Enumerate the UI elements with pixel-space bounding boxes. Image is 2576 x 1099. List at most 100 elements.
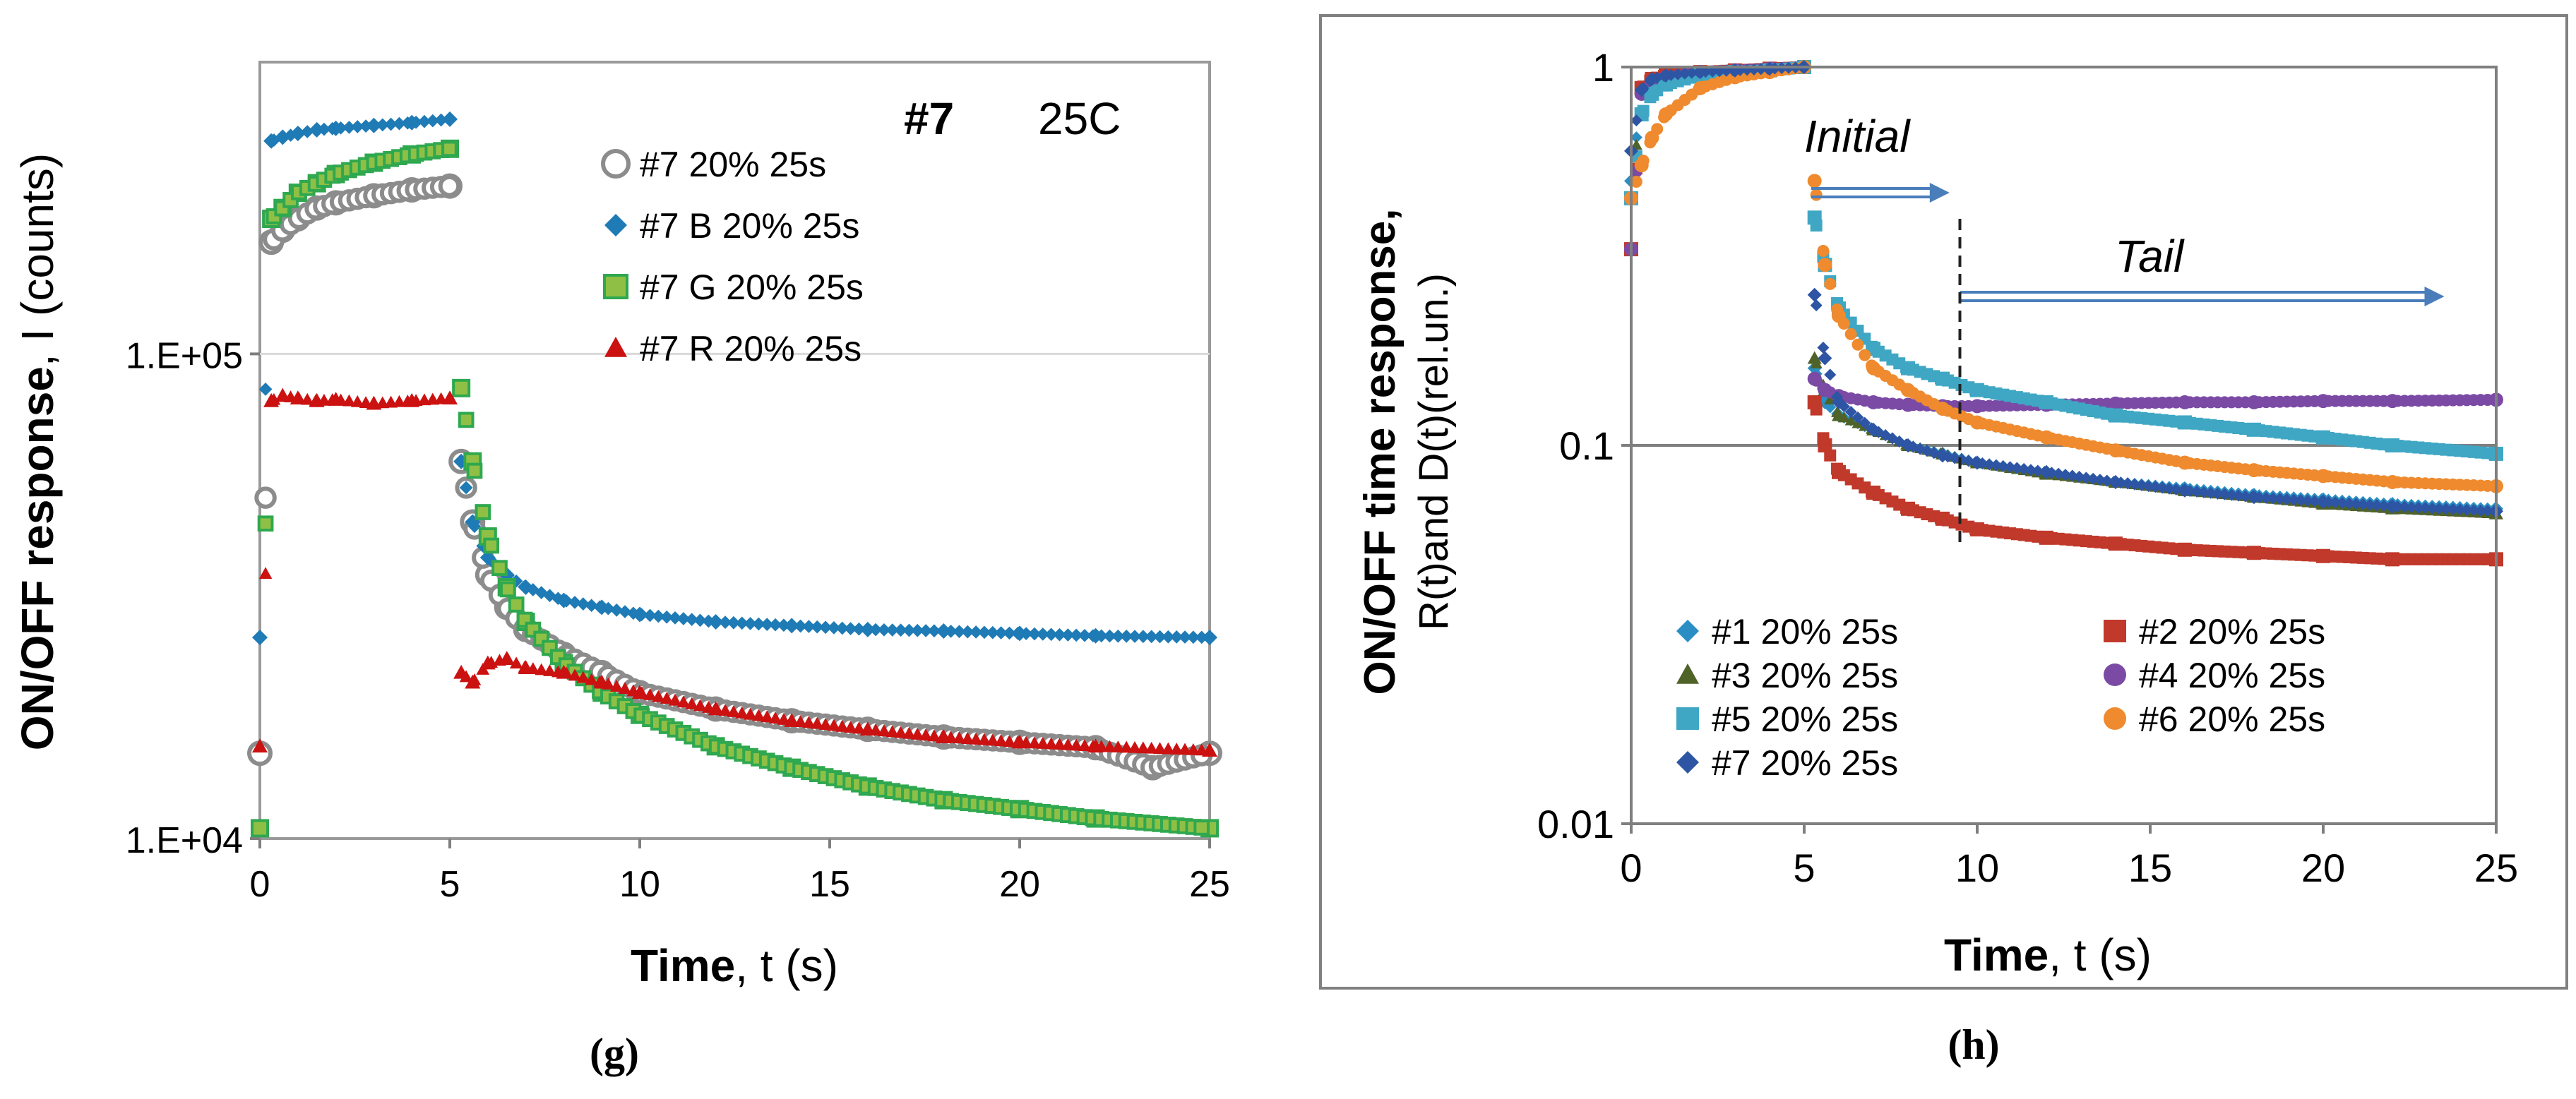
panel-h-outer-frame <box>1319 14 2568 990</box>
panel-h-caption: (h) <box>1948 1021 1999 1068</box>
panel-h-y-axis-label-line1: ON/OFF time response, <box>1356 208 1405 695</box>
point-7-fill-108 <box>2385 500 2397 512</box>
point-7-fill-11 <box>1706 65 1719 78</box>
point-2-fill-84 <box>969 625 983 639</box>
point-2-fill-86 <box>986 625 1000 639</box>
point-7-fill-87 <box>2239 490 2252 503</box>
point-2-fill-17 <box>400 116 415 130</box>
point-2-fill-38 <box>585 599 599 613</box>
point-7-fill-121 <box>2474 504 2487 517</box>
point-7-fill-95 <box>2294 494 2307 507</box>
point-2-fill-12 <box>359 119 373 133</box>
point-7-fill-9 <box>1693 66 1705 78</box>
panel-g-y-axis-label-bold: ON/OFF response <box>12 366 63 750</box>
point-2-fill-54 <box>718 615 732 629</box>
point-4-fill-85 <box>977 733 991 745</box>
point-2-fill-68 <box>835 621 849 635</box>
point-7-fill-103 <box>2350 498 2363 510</box>
point-2-fill-81 <box>944 625 958 638</box>
point-3-0 <box>251 819 269 838</box>
panel-h-label-tail: Tail <box>2115 231 2185 282</box>
point-4-fill-101 <box>1111 740 1125 752</box>
point-6-fill-0 <box>1630 176 1642 188</box>
point-7-fill-0 <box>1630 114 1642 127</box>
point-2-fill-91 <box>1027 627 1042 641</box>
point-2-fill-9 <box>334 121 347 135</box>
point-2-fill-35 <box>559 594 573 608</box>
point-2-fill-5 <box>300 125 314 138</box>
point-1-fill-0 <box>254 486 277 509</box>
point-7-fill-77 <box>2170 483 2183 496</box>
point-6-fill-27 <box>1824 277 1837 290</box>
point-6-fill-2 <box>1644 136 1657 149</box>
point-7-fill-68 <box>2108 476 2121 488</box>
x-tick-label-3: 15 <box>2128 846 2172 890</box>
point-4-fill-1 <box>267 392 281 405</box>
point-4-fill-32 <box>535 663 549 675</box>
point-7-fill-82 <box>2205 486 2217 499</box>
point-6-fill-26 <box>1817 244 1830 257</box>
point-7-fill-76 <box>2163 482 2176 495</box>
point-4-fill-8 <box>326 393 340 405</box>
point-4-fill-65 <box>810 716 824 729</box>
point-4-fill-45 <box>643 688 657 700</box>
legend-label-7: #7 20% 25s <box>1712 743 1898 783</box>
point-3-fill-25 <box>1810 357 1823 368</box>
point-4-fill-36 <box>568 668 582 681</box>
panel-h-x-axis-label-rest: , t (s) <box>2049 930 2152 980</box>
point-4-fill-109 <box>1178 743 1192 755</box>
arrow-initial-head <box>1929 183 1950 203</box>
point-4-fill-74 <box>886 725 900 738</box>
series-7 <box>1624 60 2503 519</box>
panel-g-y-axis-label: ON/OFF response, I (counts) <box>12 153 63 750</box>
panel-g-series <box>247 111 1222 838</box>
panel-h-y-ticks: 0.01 0.1 1 <box>1537 45 1631 846</box>
point-2-fill-106 <box>1153 630 1167 644</box>
point-4-fill-52 <box>702 700 715 713</box>
point-2-fill-42 <box>618 605 632 618</box>
point-4-fill-70 <box>852 721 866 734</box>
series-4 <box>1624 60 2503 414</box>
point-6-fill-25 <box>1810 188 1823 201</box>
point-3-fill-26 <box>483 537 499 554</box>
point-2-fill-82 <box>953 625 966 639</box>
point-2-fill-40 <box>601 601 615 615</box>
point-2-fill-110 <box>1186 630 1200 644</box>
point-2-fill-63 <box>794 619 807 633</box>
point-7-fill-28 <box>1831 390 1844 403</box>
point-4-fill-55 <box>727 705 741 717</box>
point-6-fill-28 <box>1831 303 1844 316</box>
legend-marker-3 <box>603 274 628 299</box>
point-7-fill-118 <box>2454 503 2467 516</box>
panel-h-chart: 0 5 10 15 20 25 0.01 0.1 1 Initial Tail #1 20% … <box>1319 14 2568 1068</box>
point-2-fill-104 <box>1136 630 1150 644</box>
point-4-fill-12 <box>359 396 373 408</box>
point-2-fill-56 <box>735 616 749 630</box>
point-7-fill-69 <box>2114 476 2127 489</box>
point-4-fill-72 <box>869 723 883 735</box>
point-7-fill-102 <box>2343 497 2356 510</box>
point-7-fill-74 <box>2149 481 2161 493</box>
point-4-fill-96 <box>1069 738 1083 751</box>
panel-g-x-axis-label: Time, t (s) <box>631 940 838 991</box>
point-4-fill-67 <box>827 719 841 731</box>
point-4-fill-102 <box>1119 740 1133 753</box>
point-2-fill-64 <box>802 620 816 633</box>
point-2-fill-93 <box>1044 627 1059 642</box>
x-tick-label-0: 0 <box>250 864 270 905</box>
point-3-fill-29 <box>1837 412 1850 423</box>
point-7-fill-90 <box>2260 491 2272 504</box>
point-3-fill-23 <box>458 412 475 428</box>
point-4-fill-99 <box>1095 740 1109 752</box>
point-7-9 <box>1818 351 1832 366</box>
point-2-fill-107 <box>1162 630 1175 644</box>
point-2-fill-92 <box>1036 627 1050 641</box>
point-4-fill-58 <box>752 709 765 721</box>
point-6-fill-3 <box>1651 123 1664 136</box>
point-2-fill-27 <box>1824 449 1837 462</box>
legend-label-4: #4 20% 25s <box>2139 656 2325 695</box>
point-4-fill-22 <box>443 391 456 404</box>
point-7-fill-88 <box>2246 491 2259 503</box>
point-7-fill-70 <box>2121 477 2134 490</box>
point-7-fill-32 <box>1859 416 1871 429</box>
